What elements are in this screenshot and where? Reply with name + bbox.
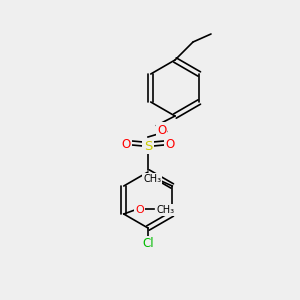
Text: CH₃: CH₃ xyxy=(143,174,161,184)
Text: O: O xyxy=(157,124,166,136)
Text: O: O xyxy=(165,138,175,151)
Text: CH₃: CH₃ xyxy=(157,205,175,215)
Text: O: O xyxy=(152,174,161,184)
Text: Cl: Cl xyxy=(142,237,154,250)
Text: S: S xyxy=(144,140,152,153)
Text: O: O xyxy=(135,205,144,215)
Text: O: O xyxy=(122,138,130,151)
